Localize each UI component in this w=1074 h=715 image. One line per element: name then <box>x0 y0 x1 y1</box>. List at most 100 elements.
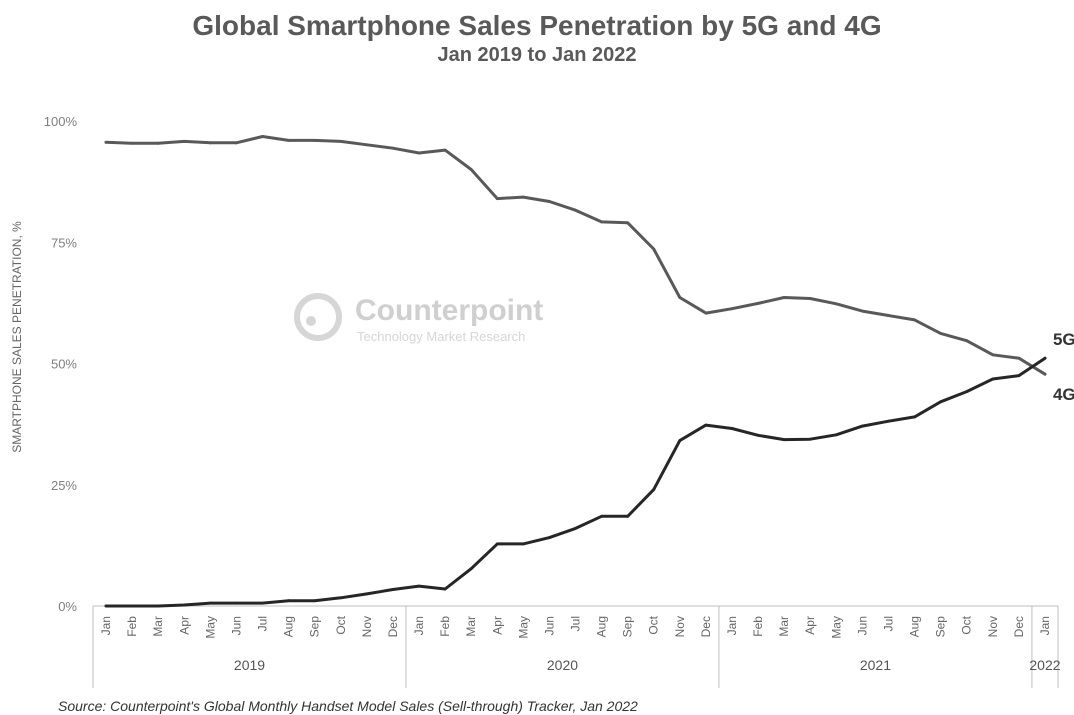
data-point-5g <box>235 602 238 605</box>
data-point-5g <box>678 439 681 442</box>
x-tick-label: Mar <box>464 616 478 637</box>
data-point-5g <box>731 427 734 430</box>
x-tick-label: Feb <box>751 616 765 637</box>
data-point-5g <box>496 543 499 546</box>
data-point-5g <box>392 588 395 591</box>
x-tick-label: Dec <box>699 616 713 637</box>
x-tick-label: Jan <box>725 616 739 635</box>
watermark-tagline: Technology Market Research <box>357 329 525 344</box>
data-point-4g <box>365 143 368 146</box>
data-point-4g <box>183 140 186 143</box>
series-line-5g <box>106 358 1045 606</box>
data-point-4g <box>731 307 734 310</box>
y-tick-label: 100% <box>44 114 78 129</box>
data-point-4g <box>496 197 499 200</box>
year-label: 2021 <box>860 657 891 673</box>
data-point-5g <box>835 433 838 436</box>
x-tick-label: May <box>516 616 530 639</box>
data-point-5g <box>574 527 577 530</box>
data-point-4g <box>287 139 290 142</box>
x-tick-label: Aug <box>908 616 922 637</box>
x-tick-label: Sep <box>621 616 635 638</box>
data-point-4g <box>705 312 708 315</box>
data-point-5g <box>757 434 760 437</box>
data-point-4g <box>470 168 473 171</box>
data-point-5g <box>548 536 551 539</box>
x-tick-label: Feb <box>125 616 139 637</box>
x-tick-label: Jan <box>99 616 113 635</box>
y-tick-label: 75% <box>51 235 77 250</box>
x-tick-label: Jun <box>542 616 556 635</box>
data-point-5g <box>991 378 994 381</box>
x-tick-label: Jan <box>1038 616 1052 635</box>
data-point-4g <box>965 339 968 342</box>
x-tick-label: Jul <box>881 616 895 631</box>
x-tick-label: Jun <box>855 616 869 635</box>
line-chart: Counterpoint Technology Market Research … <box>0 0 1074 695</box>
counterpoint-logo-icon <box>297 296 339 338</box>
y-axis: 0% 25% 50% 75% 100% <box>44 114 78 614</box>
x-tick-label: Nov <box>360 616 374 637</box>
data-point-5g <box>522 543 525 546</box>
data-point-4g <box>1044 373 1047 376</box>
x-tick-label: Jan <box>412 616 426 635</box>
data-point-4g <box>887 314 890 317</box>
x-tick-label: Oct <box>647 615 661 634</box>
data-point-5g <box>1044 357 1047 360</box>
source-note: Source: Counterpoint's Global Monthly Ha… <box>58 698 638 714</box>
data-point-5g <box>444 588 447 591</box>
data-point-4g <box>600 220 603 223</box>
x-tick-label: Mar <box>777 616 791 637</box>
data-point-5g <box>939 400 942 403</box>
counterpoint-watermark: Counterpoint Technology Market Research <box>297 294 543 344</box>
y-axis-label: SMARTPHONE SALES PENETRATION, % <box>10 221 24 453</box>
data-point-4g <box>652 248 655 251</box>
data-point-4g <box>418 152 421 155</box>
data-point-4g <box>209 141 212 144</box>
x-tick-label: Nov <box>673 616 687 637</box>
data-point-4g <box>235 141 238 144</box>
data-point-4g <box>392 147 395 150</box>
year-label: 2022 <box>1029 657 1060 673</box>
x-tick-label: Mar <box>151 616 165 637</box>
x-tick-label: Aug <box>595 616 609 637</box>
x-tick-label: Dec <box>386 616 400 637</box>
data-point-5g <box>287 599 290 602</box>
year-label: 2019 <box>234 657 265 673</box>
data-point-4g <box>548 200 551 203</box>
data-point-4g <box>861 310 864 313</box>
data-point-4g <box>105 141 108 144</box>
series-label-5g: 5G <box>1053 330 1074 349</box>
series-label-4g: 4G <box>1053 385 1074 404</box>
x-tick-label: Feb <box>438 616 452 637</box>
data-point-5g <box>261 602 264 605</box>
data-point-5g <box>470 567 473 570</box>
data-point-4g <box>522 196 525 199</box>
data-point-4g <box>131 142 134 145</box>
data-point-5g <box>418 585 421 588</box>
x-tick-label: Oct <box>334 615 348 634</box>
year-label: 2020 <box>547 657 578 673</box>
data-point-4g <box>626 221 629 224</box>
data-point-5g <box>809 438 812 441</box>
series-line-4g <box>106 137 1045 375</box>
data-point-5g <box>861 425 864 428</box>
data-point-5g <box>913 415 916 418</box>
y-tick-label: 25% <box>51 478 77 493</box>
x-tick-label: Nov <box>986 616 1000 637</box>
data-point-4g <box>1017 357 1020 360</box>
data-point-5g <box>965 390 968 393</box>
data-point-5g <box>339 596 342 599</box>
data-point-4g <box>835 302 838 305</box>
data-point-4g <box>991 353 994 356</box>
x-tick-label: Sep <box>308 616 322 638</box>
y-tick-label: 0% <box>58 599 77 614</box>
data-point-4g <box>574 209 577 212</box>
data-point-4g <box>809 297 812 300</box>
data-point-4g <box>913 318 916 321</box>
data-point-5g <box>157 605 160 608</box>
data-point-4g <box>157 142 160 145</box>
data-point-5g <box>183 604 186 607</box>
data-point-4g <box>339 140 342 143</box>
data-point-5g <box>783 438 786 441</box>
